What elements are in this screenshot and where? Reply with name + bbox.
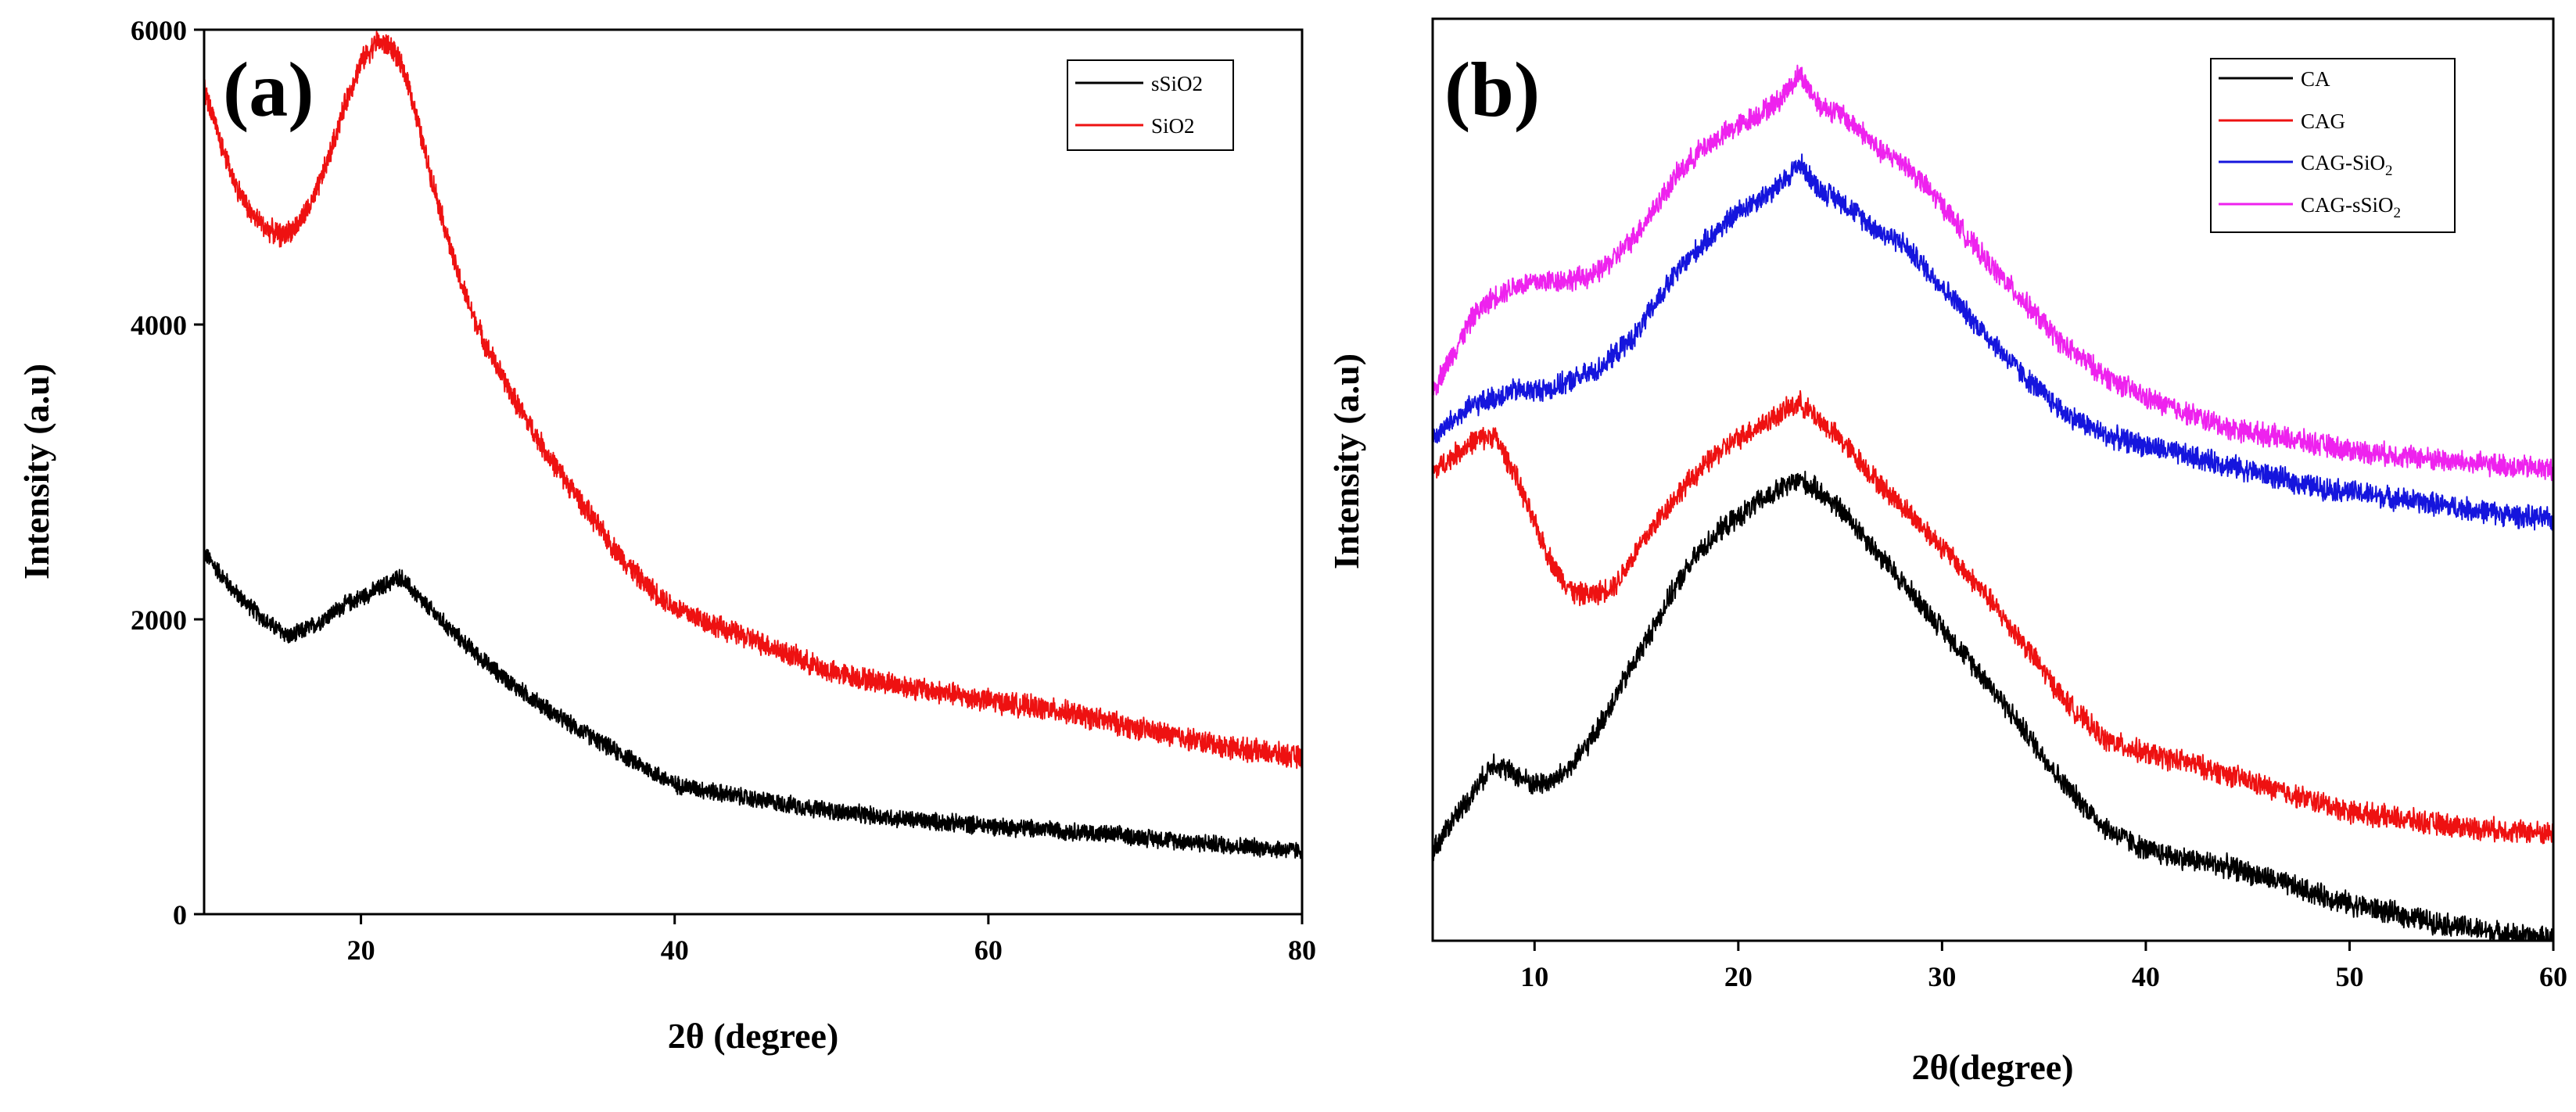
panel-b-x-tick-label: 60	[2539, 961, 2567, 992]
panel-b-legend-label-cag-sio2-sub: 2	[2385, 163, 2393, 179]
panel-b-x-axis-title: 2θ(degree)	[1911, 1047, 2073, 1087]
panel-b-legend-label-ca-text: CA	[2301, 67, 2330, 91]
panel-a-legend-box	[1067, 59, 1234, 151]
panel-b-label: (b)	[1444, 46, 1540, 133]
panel-b-plot-frame	[1431, 17, 2555, 942]
panel-b-legend-label-cag-ssio2-sub: 2	[2394, 205, 2402, 221]
panel-a-label: (a)	[223, 46, 314, 133]
panel-b-legend-label-cag-sio2-text: CAG-SiO	[2301, 151, 2385, 174]
panel-b-legend: CA CAG CAG-SiO2 CAG-sSiO2	[2210, 58, 2456, 233]
panel-b-series-cag-sio2	[1433, 153, 2553, 531]
panel-a-y-axis-title: Intensity (a.u)	[16, 364, 56, 579]
panel-a-legend: sSiO2 SiO2	[1067, 59, 1234, 151]
panel-a-x-tick-label: 40	[661, 934, 689, 966]
panel-a-plot-frame	[203, 28, 1304, 916]
panel-a-x-axis-title: 2θ (degree)	[668, 1016, 839, 1056]
panel-b-series-cag	[1433, 389, 2553, 845]
panel-a-y-tick-label: 6000	[131, 15, 187, 46]
panel-b-legend-label-ca: CA	[2301, 67, 2330, 91]
panel-a-x-tick-label: 60	[974, 934, 1003, 966]
panel-b-series	[1433, 64, 2553, 941]
panel-a-series-sio2	[204, 30, 1302, 769]
panel-b: 10 20 30 40 50 60 (b) 2θ(degree) Intensity (a…	[1326, 17, 2567, 1087]
panel-a: 20 40 60 80 0 2000 4000 6000 (a) 2θ (degree) I…	[16, 15, 1316, 1056]
panel-a-y-ticks: 0 2000 4000 6000	[131, 15, 204, 931]
panel-a-legend-label-ssio2: sSiO2	[1151, 72, 1203, 95]
panel-b-x-tick-label: 30	[1928, 961, 1956, 992]
panel-b-x-tick-label: 40	[2132, 961, 2160, 992]
panel-b-series-ca	[1433, 470, 2553, 941]
panel-a-x-tick-label: 20	[347, 934, 375, 966]
panel-b-legend-label-cag-text: CAG	[2301, 109, 2345, 133]
panel-b-x-ticks: 10 20 30 40 50 60	[1520, 941, 2567, 992]
panel-b-legend-label-cag-ssio2: CAG-sSiO2	[2301, 193, 2401, 221]
panel-a-y-tick-label: 0	[173, 899, 187, 931]
panel-a-x-ticks: 20 40 60 80	[347, 914, 1316, 966]
panel-b-x-tick-label: 20	[1724, 961, 1753, 992]
panel-b-series-cag-ssio2	[1433, 64, 2553, 482]
panel-b-y-axis-title: Intensity (a.u)	[1326, 353, 1366, 569]
panel-b-x-tick-label: 50	[2335, 961, 2363, 992]
panel-a-series-ssio2	[204, 548, 1302, 859]
panel-a-series	[204, 30, 1302, 859]
panel-a-y-tick-label: 2000	[131, 604, 187, 636]
panel-b-legend-label-cag-sio2: CAG-SiO2	[2301, 151, 2393, 179]
panel-b-legend-label-cag-ssio2-text: CAG-sSiO	[2301, 193, 2394, 217]
panel-a-x-tick-label: 80	[1288, 934, 1316, 966]
panel-a-y-tick-label: 4000	[131, 310, 187, 341]
panel-b-legend-label-cag: CAG	[2301, 109, 2345, 133]
panel-a-legend-label-sio2: SiO2	[1151, 114, 1195, 138]
panel-b-x-tick-label: 10	[1520, 961, 1548, 992]
